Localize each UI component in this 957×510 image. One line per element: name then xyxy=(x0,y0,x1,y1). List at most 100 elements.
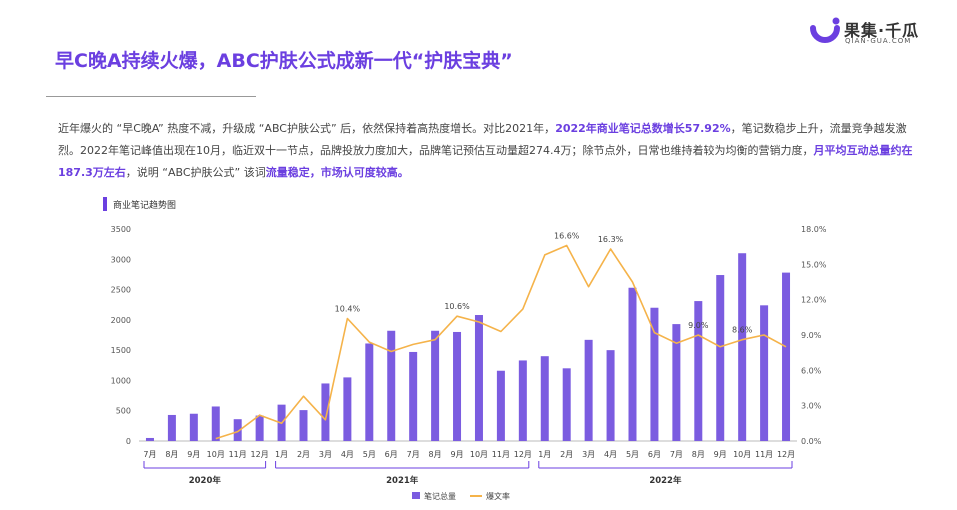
y-left-tick-label: 3000 xyxy=(111,255,131,264)
x-tick-label: 11月 xyxy=(229,450,247,459)
bar xyxy=(694,301,703,441)
y-left-tick-label: 2000 xyxy=(111,316,131,325)
x-tick-label: 5月 xyxy=(626,450,639,459)
data-label: 10.4% xyxy=(335,305,361,314)
x-tick-label: 3月 xyxy=(319,450,332,459)
y-left-tick-label: 1000 xyxy=(111,376,131,385)
x-tick-label: 8月 xyxy=(165,450,178,459)
bar xyxy=(540,356,549,441)
y-right-tick-label: 6.0% xyxy=(801,366,822,375)
page-title: 早C晚A持续火爆，ABC护肤公式成新一代“护肤宝典” xyxy=(55,50,513,72)
bar xyxy=(189,413,198,441)
bar xyxy=(782,272,791,441)
x-tick-label: 12月 xyxy=(251,450,269,459)
x-tick-label: 10月 xyxy=(733,450,751,459)
y-right-tick-label: 0.0% xyxy=(801,437,822,446)
bar xyxy=(496,370,505,441)
x-tick-label: 4月 xyxy=(604,450,617,459)
year-label: 2020年 xyxy=(189,475,222,486)
bar xyxy=(409,351,418,441)
x-tick-label: 7月 xyxy=(143,450,156,459)
x-tick-label: 5月 xyxy=(363,450,376,459)
bar xyxy=(365,343,374,441)
bar xyxy=(387,330,396,441)
y-left-tick-label: 3500 xyxy=(111,225,131,234)
x-tick-label: 11月 xyxy=(492,450,510,459)
x-tick-label: 12月 xyxy=(514,450,532,459)
title-divider xyxy=(46,96,256,97)
brand-name: 果集·千瓜 xyxy=(844,21,920,40)
x-tick-label: 12月 xyxy=(777,450,795,459)
section-marker xyxy=(103,197,107,211)
legend-bar-swatch xyxy=(412,492,420,499)
x-tick-label: 3月 xyxy=(582,450,595,459)
x-tick-label: 10月 xyxy=(470,450,488,459)
series-line xyxy=(215,244,787,440)
summary-text: ，说明 “ABC护肤公式” 该词 xyxy=(125,166,266,179)
data-label: 9.0% xyxy=(688,321,709,330)
y-left-tick-label: 1500 xyxy=(111,346,131,355)
y-right-tick-label: 12.0% xyxy=(801,296,827,305)
legend-bar-label: 笔记总量 xyxy=(424,491,456,501)
bar xyxy=(211,406,220,441)
x-tick-label: 9月 xyxy=(714,450,727,459)
bar xyxy=(650,307,659,441)
bar xyxy=(760,305,769,441)
y-left-tick-label: 0 xyxy=(126,437,131,446)
x-tick-label: 8月 xyxy=(429,450,442,459)
x-tick-label: 8月 xyxy=(692,450,705,459)
bar xyxy=(584,339,593,441)
x-tick-label: 10月 xyxy=(207,450,225,459)
summary-highlight: 2022年商业笔记总数增长57.92% xyxy=(555,122,731,135)
bar xyxy=(321,383,330,441)
bar xyxy=(474,315,483,441)
x-tick-label: 1月 xyxy=(275,450,288,459)
x-tick-label: 6月 xyxy=(385,450,398,459)
summary-highlight: 月平均互动总量约在187.3万左右 xyxy=(58,144,913,179)
summary-highlight: 流量稳定，市场认可度较高。 xyxy=(265,166,409,179)
data-label: 8.6% xyxy=(732,326,753,335)
x-tick-label: 6月 xyxy=(648,450,661,459)
x-tick-label: 7月 xyxy=(670,450,683,459)
x-tick-label: 9月 xyxy=(450,450,463,459)
year-label: 2021年 xyxy=(386,475,419,486)
x-tick-label: 1月 xyxy=(538,450,551,459)
y-left-tick-label: 500 xyxy=(116,407,131,416)
brand-logo-icon xyxy=(810,17,840,43)
brand-logo: 果集·千瓜 QIAN-GUA.COM xyxy=(810,14,950,50)
x-tick-label: 4月 xyxy=(341,450,354,459)
bar xyxy=(145,437,154,441)
summary-paragraph: 近年爆火的 “早C晚A” 热度不减，升级成 “ABC护肤公式” 后，依然保持着高… xyxy=(58,118,918,184)
bar xyxy=(672,324,681,441)
bar xyxy=(716,275,725,441)
data-label: 16.3% xyxy=(598,235,624,244)
bar xyxy=(738,253,747,441)
year-label: 2022年 xyxy=(649,475,682,486)
x-tick-label: 11月 xyxy=(755,450,773,459)
y-right-tick-label: 18.0% xyxy=(801,225,827,234)
data-label: 10.6% xyxy=(444,302,470,311)
x-tick-label: 2月 xyxy=(297,450,310,459)
bar xyxy=(518,360,527,441)
y-right-tick-label: 3.0% xyxy=(801,402,822,411)
summary-text: 近年爆火的 “早C晚A” 热度不减，升级成 “ABC护肤公式” 后，依然保持着高… xyxy=(58,122,556,135)
x-tick-label: 9月 xyxy=(187,450,200,459)
bar xyxy=(431,330,440,441)
summary-text: ，笔记数稳步上升，流量竞争越发激烈。2022年笔记峰值出现在10月，临近双十一节… xyxy=(58,122,907,157)
data-label: 16.6% xyxy=(554,231,580,240)
brand-domain: QIAN-GUA.COM xyxy=(845,37,912,45)
bar xyxy=(628,287,637,441)
bar xyxy=(299,410,308,441)
section-label: 商业笔记趋势图 xyxy=(113,201,177,211)
y-right-tick-label: 15.0% xyxy=(801,260,827,269)
bar xyxy=(453,331,462,441)
bar xyxy=(562,368,571,441)
legend-line-label: 爆文率 xyxy=(486,491,510,501)
bar xyxy=(343,377,352,441)
bar xyxy=(167,414,176,441)
bar xyxy=(255,415,264,441)
y-left-tick-label: 2500 xyxy=(111,286,131,295)
bar xyxy=(606,350,615,441)
x-tick-label: 2月 xyxy=(560,450,573,459)
